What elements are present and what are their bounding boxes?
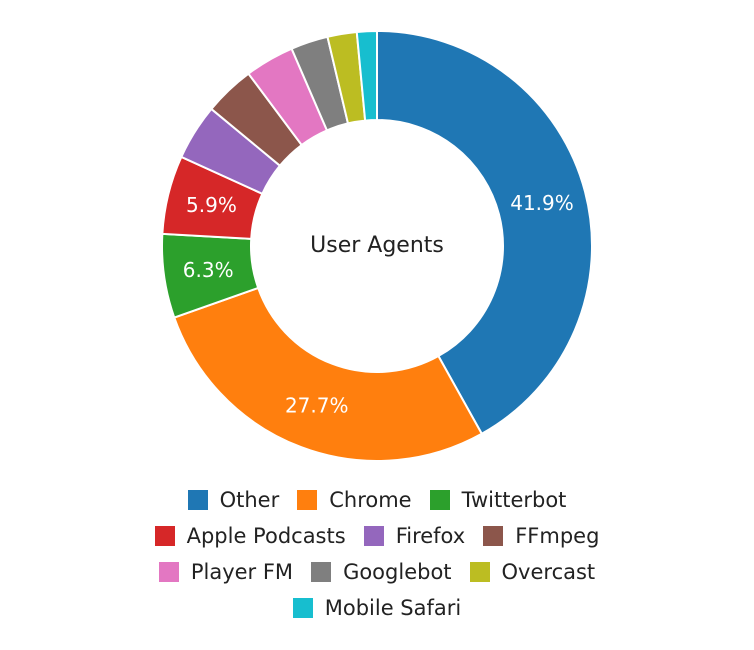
data-label-twitterbot: 6.3% [183,258,234,282]
legend-swatch [297,490,318,510]
legend-label: Other [219,488,280,512]
legend-item-mobile-safari[interactable]: Mobile Safari [292,596,462,620]
legend-item-apple-podcasts[interactable]: Apple Podcasts [154,524,346,548]
legend-label: Apple Podcasts [186,524,346,548]
legend-label: FFmpeg [515,524,600,548]
legend-item-twitterbot[interactable]: Twitterbot [429,488,567,512]
legend-row: Apple Podcasts Firefox FFmpeg [0,518,754,554]
chart-title: User Agents [310,233,444,258]
data-label-chrome: 27.7% [285,393,349,417]
legend-item-other[interactable]: Other [187,488,280,512]
legend-swatch [483,526,504,546]
legend-label: Player FM [190,560,294,584]
legend-row: Mobile Safari [0,590,754,626]
legend-swatch [469,562,490,582]
legend-label: Overcast [501,560,596,584]
legend: Other Chrome Twitterbot Apple Podcasts Firef… [0,482,754,626]
legend-swatch [311,562,332,582]
slice-chrome[interactable] [172,286,484,462]
legend-item-player-fm[interactable]: Player FM [158,560,294,584]
donut-chart: 41.9% 27.7% 6.3% 5.9% User Agents [161,29,593,462]
legend-row: Other Chrome Twitterbot [0,482,754,518]
legend-item-ffmpeg[interactable]: FFmpeg [483,524,599,548]
legend-item-overcast[interactable]: Overcast [469,560,596,584]
legend-label: Mobile Safari [324,596,462,620]
legend-swatch [154,526,175,546]
donut-svg: 41.9% 27.7% 6.3% 5.9% User Agents [161,29,593,462]
legend-row: Player FM Googlebot Overcast [0,554,754,590]
legend-swatch [429,490,450,510]
data-label-apple-podcasts: 5.9% [186,193,237,217]
legend-swatch [292,598,313,618]
legend-label: Chrome [329,488,412,512]
legend-swatch [158,562,179,582]
legend-swatch [187,490,208,510]
slice-mobile-safari[interactable] [355,29,378,122]
legend-item-firefox[interactable]: Firefox [363,524,466,548]
slice-other[interactable] [376,29,593,436]
legend-item-googlebot[interactable]: Googlebot [311,560,452,584]
legend-swatch [363,526,384,546]
legend-label: Twitterbot [461,488,567,512]
legend-item-chrome[interactable]: Chrome [297,488,412,512]
data-label-other: 41.9% [510,191,574,215]
legend-label: Googlebot [343,560,452,584]
legend-label: Firefox [395,524,466,548]
